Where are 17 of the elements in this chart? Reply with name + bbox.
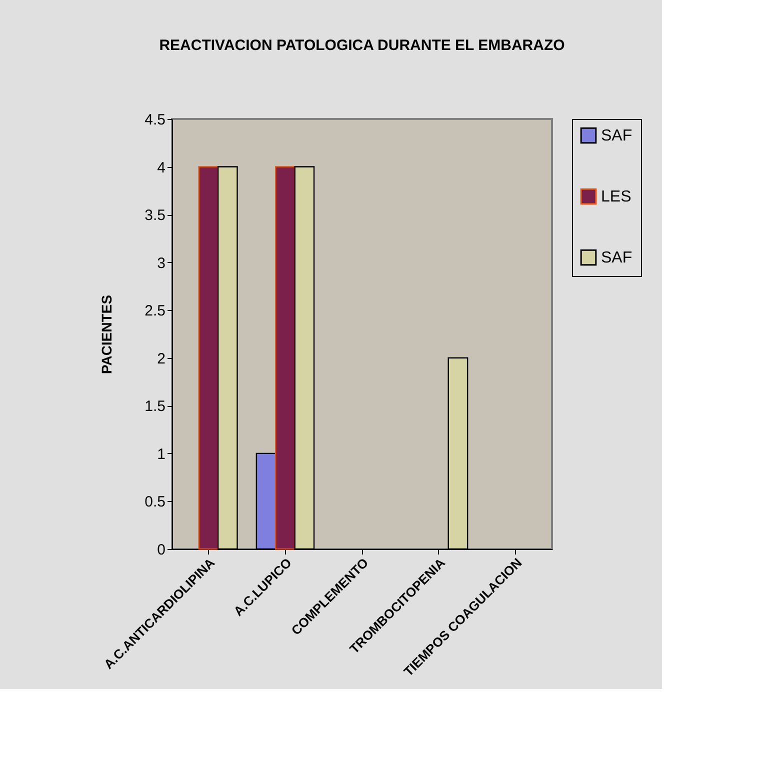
y-tick-label: 2	[157, 350, 166, 368]
y-tick-label: 0.5	[144, 494, 166, 511]
bar	[275, 166, 296, 550]
y-tick-label: 1.5	[144, 398, 166, 416]
y-tick-label: 3	[157, 254, 166, 272]
legend-label: SAF	[601, 128, 632, 144]
y-axis-title: PACIENTES	[98, 294, 115, 374]
y-tick-label: 2.5	[144, 302, 166, 320]
y-tick-label: 4.5	[144, 112, 166, 128]
y-tick-label: 3.5	[144, 207, 166, 224]
bar	[198, 166, 219, 550]
y-tick-label: 1	[157, 446, 166, 463]
legend-label: LES	[601, 188, 632, 206]
chart-title: REACTIVACION PATOLOGICA DURANTE EL EMBARAZO	[159, 37, 566, 54]
y-tick-label: 4	[157, 159, 166, 176]
y-tick-label: 0	[157, 542, 166, 558]
legend-label: SAF	[601, 250, 632, 266]
